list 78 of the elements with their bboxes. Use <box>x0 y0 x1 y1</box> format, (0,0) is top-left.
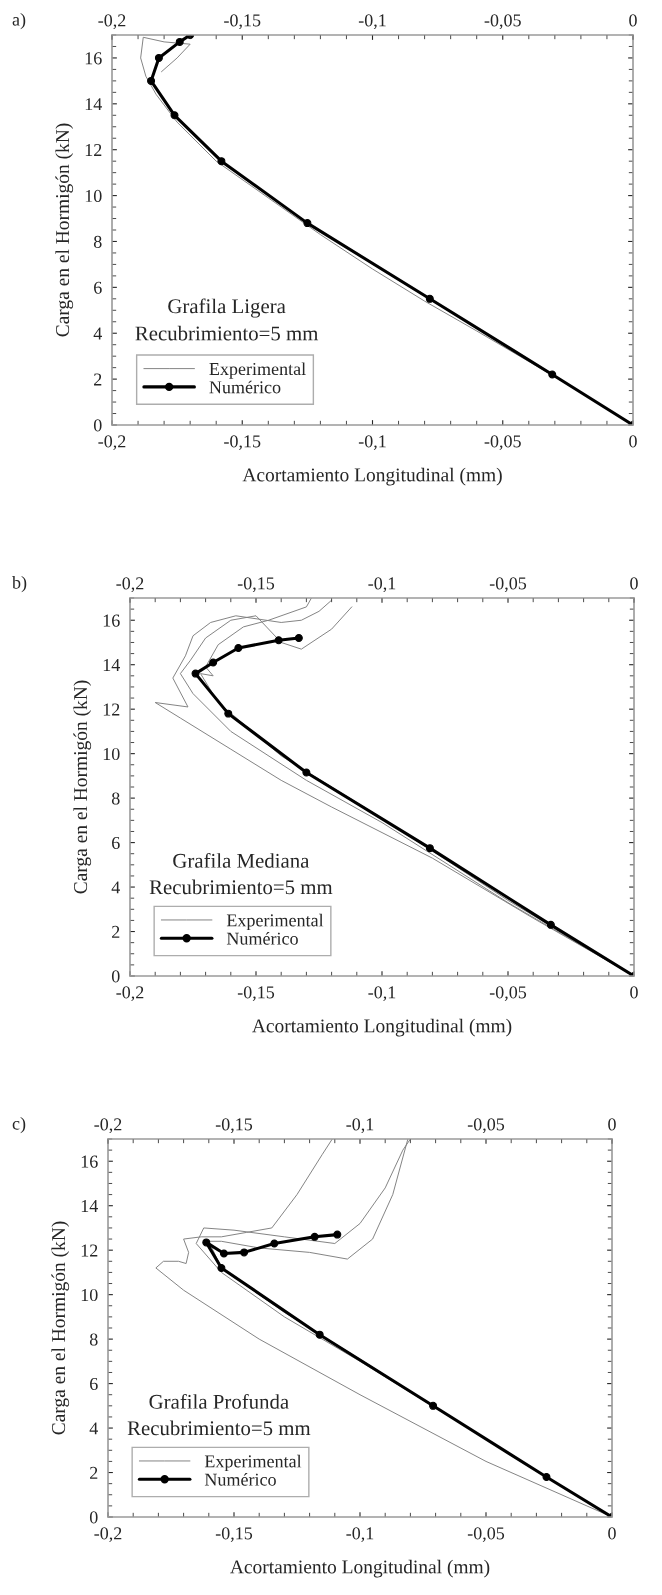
annotation: Grafila Ligera <box>168 298 286 318</box>
x-tick-label: -0,2 <box>116 577 144 593</box>
x-tick-label: -0,15 <box>237 577 275 593</box>
y-tick-label: 8 <box>93 235 102 248</box>
x2-tick-label: -0,05 <box>489 986 527 1002</box>
y-tick-label: 2 <box>112 925 120 938</box>
y-tick-label: 6 <box>112 836 120 850</box>
annotation: Recubrimiento=5 mm <box>127 1420 311 1436</box>
y-tick-label: 10 <box>103 747 120 761</box>
x2-tick-label: -0,15 <box>237 986 275 1002</box>
y-tick-label: 14 <box>81 1200 98 1212</box>
x-tick-label: -0,2 <box>94 1118 122 1134</box>
x2-tick-label: -0,15 <box>215 1527 253 1543</box>
x-tick-label: -0,05 <box>489 577 527 593</box>
y-tick-label: 14 <box>103 659 120 671</box>
x-tick-label: -0,15 <box>224 14 261 30</box>
annotation: Grafila Profunda <box>149 1393 289 1409</box>
x-tick-label: -0,1 <box>358 14 386 30</box>
y-tick-label: 0 <box>93 419 102 432</box>
annotation: Recubrimiento=5 mm <box>135 325 319 341</box>
legend-label: Numérico <box>209 380 281 394</box>
legend-label: Numérico <box>204 1473 276 1486</box>
y-tick-label: 16 <box>81 1155 98 1168</box>
annotation: Grafila Mediana <box>173 852 310 868</box>
y-axis-title: Carga en el Hormigón (kN) <box>55 123 74 337</box>
x-axis-title: Acortamiento Longitudinal (mm) <box>252 1018 512 1037</box>
x2-tick-label: 0 <box>629 435 637 448</box>
y-tick-label: 10 <box>85 189 102 203</box>
x2-tick-label: -0,05 <box>484 435 521 451</box>
y-axis-title: Carga en el Hormigón (kN) <box>51 1221 70 1435</box>
y-tick-label: 8 <box>89 1333 98 1346</box>
y-tick-label: 12 <box>81 1244 98 1257</box>
y-tick-label: 2 <box>90 1466 98 1479</box>
y-tick-label: 16 <box>103 614 120 627</box>
legend-label: Experimental <box>209 362 306 379</box>
y-tick-label: 4 <box>93 327 102 340</box>
text: b) <box>12 576 27 593</box>
legend-label: Experimental <box>204 1454 302 1472</box>
y-tick-label: 12 <box>103 703 120 716</box>
y-axis-title: Carga en el Hormigón (kN) <box>73 680 92 894</box>
x-tick-label: -0,2 <box>98 14 126 30</box>
x2-tick-label: -0,2 <box>94 1527 122 1543</box>
y-tick-label: 2 <box>94 373 102 386</box>
y-tick-label: 14 <box>85 98 102 111</box>
x2-tick-label: -0,2 <box>98 435 126 451</box>
text: a) <box>12 13 26 30</box>
x-axis-title: Acortamiento Longitudinal (mm) <box>230 1559 490 1578</box>
x-tick-label: -0,05 <box>467 1118 505 1134</box>
y-tick-label: 12 <box>85 144 102 156</box>
x2-tick-label: -0,2 <box>116 986 144 1002</box>
annotation: Recubrimiento=5 mm <box>149 879 333 895</box>
y-tick-label: 4 <box>111 881 120 894</box>
x2-tick-label: -0,1 <box>358 435 386 451</box>
x2-tick-label: 0 <box>608 1527 616 1540</box>
x-axis-title: Acortamiento Longitudinal (mm) <box>242 467 502 486</box>
legend-label: Experimental <box>226 913 324 931</box>
text: c) <box>12 1117 26 1134</box>
y-tick-label: 0 <box>89 1511 98 1524</box>
x-tick-label: -0,1 <box>368 577 396 593</box>
legend-label: Numérico <box>226 932 298 945</box>
x2-tick-label: 0 <box>630 986 638 999</box>
x2-tick-label: -0,1 <box>368 986 396 1002</box>
y-tick-label: 6 <box>94 281 102 294</box>
x2-tick-label: -0,15 <box>224 435 261 451</box>
y-tick-label: 8 <box>111 792 120 805</box>
y-tick-label: 6 <box>90 1377 98 1391</box>
y-tick-label: 16 <box>85 52 102 65</box>
x2-tick-label: -0,1 <box>346 1527 374 1543</box>
x-tick-label: -0,05 <box>484 14 521 30</box>
x-tick-label: -0,15 <box>215 1118 253 1134</box>
x-tick-label: 0 <box>608 1118 616 1131</box>
x2-tick-label: -0,05 <box>467 1527 505 1543</box>
y-tick-label: 10 <box>81 1288 98 1302</box>
x-tick-label: 0 <box>630 577 638 590</box>
y-tick-label: 4 <box>89 1422 98 1435</box>
y-tick-label: 0 <box>111 970 120 983</box>
x-tick-label: 0 <box>629 14 637 27</box>
x-tick-label: -0,1 <box>346 1118 374 1134</box>
